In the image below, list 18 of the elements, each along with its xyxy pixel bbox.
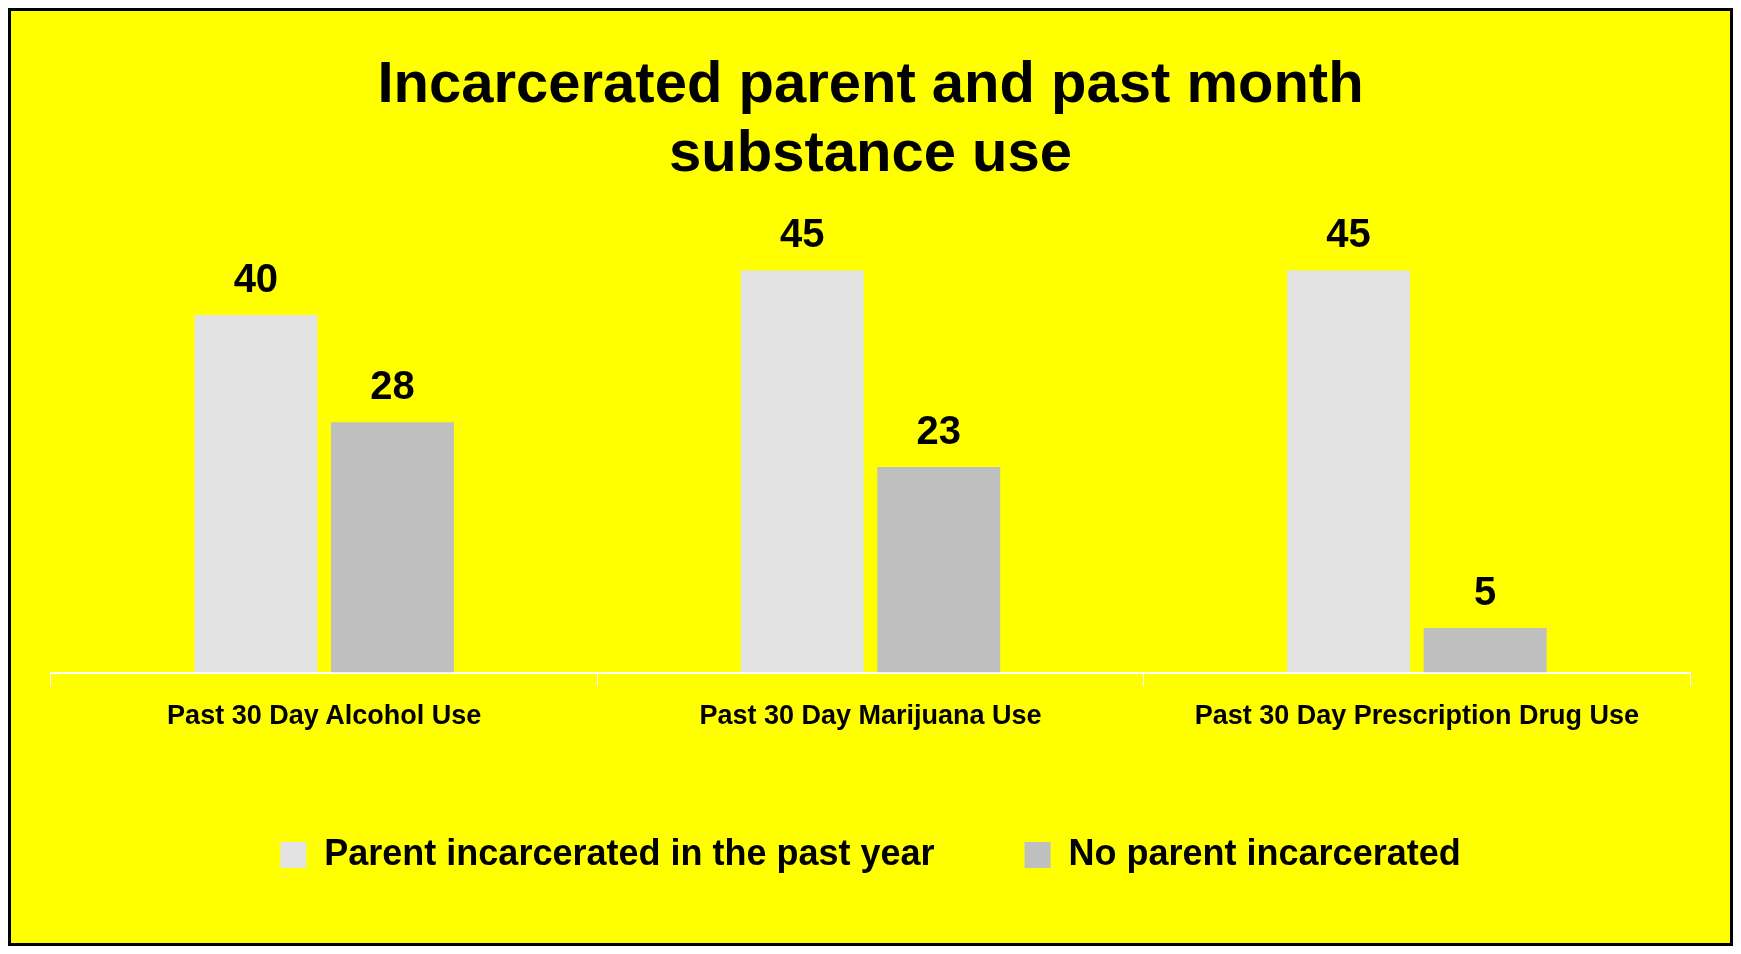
data-label: 28 [370,363,415,408]
x-tick-label: Past 30 Day Prescription Drug Use [1194,700,1639,731]
bar [877,466,1001,673]
bar [331,422,454,673]
data-label: 40 [233,255,279,300]
bar [740,270,864,673]
data-label: 23 [916,407,962,452]
x-tick-label: Past 30 Day Marijuana Use [699,700,1042,731]
data-label: 45 [1326,211,1371,256]
data-label: 45 [779,211,825,256]
legend-label: Parent incarcerated in the past year [324,831,935,873]
legend-label: No parent incarcerated [1068,831,1461,873]
bar [1287,270,1410,673]
bar [194,314,318,673]
chart-title: Incarcerated parent and past month substance use [377,48,1364,184]
x-tick-label: Past 30 Day Alcohol Use [167,700,482,731]
data-label: 5 [1474,568,1497,613]
bar [1423,627,1547,673]
